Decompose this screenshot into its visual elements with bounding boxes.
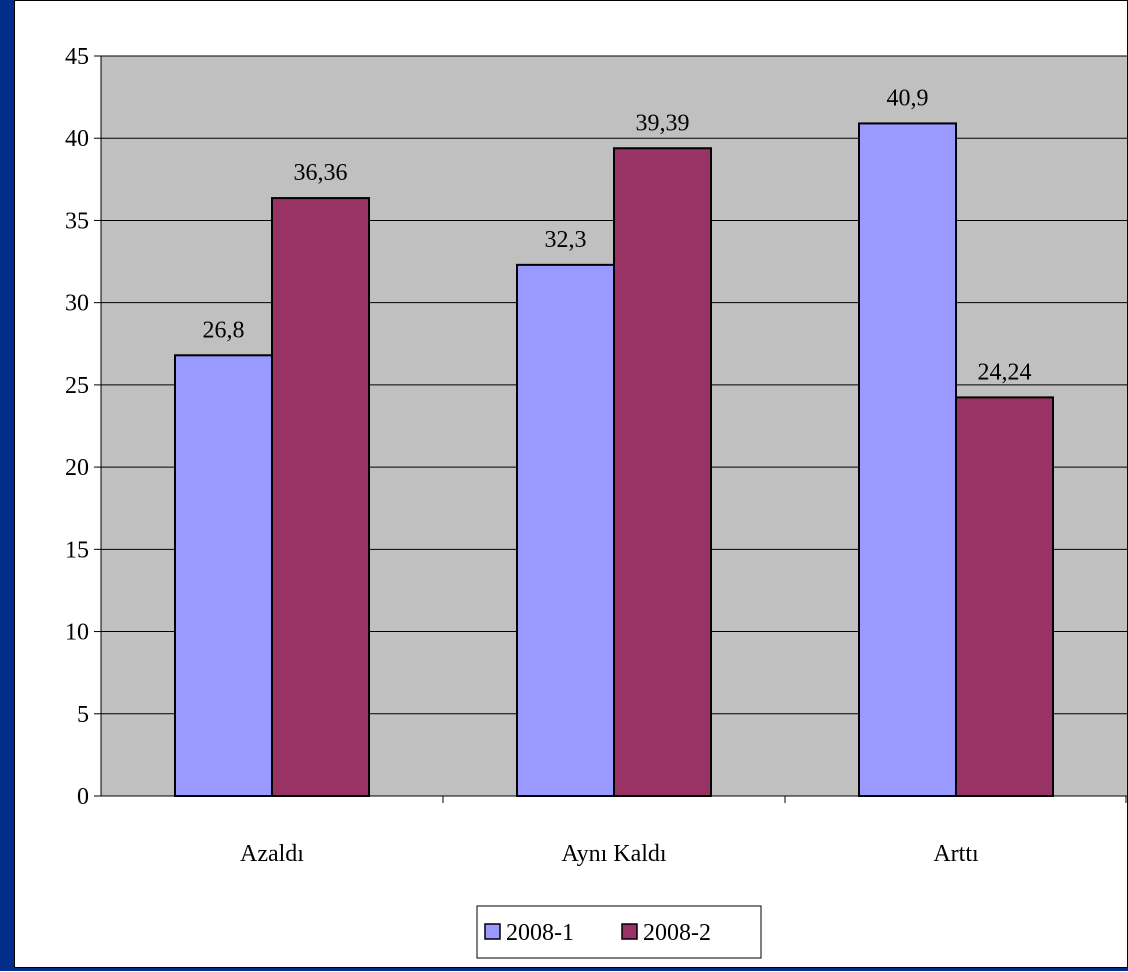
y-tick-label: 45 (65, 44, 89, 70)
data-label: 40,9 (887, 85, 929, 111)
category-label: Azaldı (240, 841, 304, 867)
data-label: 32,3 (545, 227, 587, 253)
bar-chart: 0 5 10 15 20 25 30 35 40 45 26,8 36,36 Azaldı 32,3 39… (65, 44, 1127, 959)
data-label: 24,24 (978, 359, 1032, 385)
bar-2008-2-Aynı Kaldı[interactable] (613, 147, 712, 797)
y-tick-label: 0 (77, 784, 89, 810)
bar-2008-1-Azaldı[interactable] (174, 354, 273, 797)
legend-swatch (621, 923, 638, 940)
data-label: 36,36 (294, 160, 348, 186)
y-tick-label: 35 (65, 208, 89, 234)
legend-label: 2008-1 (506, 920, 574, 946)
bar-2008-2-Arttı[interactable] (955, 396, 1054, 797)
category-label: Aynı Kaldı (561, 841, 666, 867)
y-tick-label: 40 (65, 126, 89, 152)
y-tick-label: 30 (65, 291, 89, 317)
legend-swatch (484, 923, 501, 940)
y-tick-label: 5 (77, 702, 89, 728)
y-tick-label: 25 (65, 373, 89, 399)
data-label: 39,39 (636, 110, 690, 136)
y-tick-label: 15 (65, 537, 89, 563)
chart-panel: 0 5 10 15 20 25 30 35 40 45 26,8 36,36 Azaldı 32,3 39… (14, 0, 1128, 968)
data-label: 26,8 (203, 317, 245, 343)
category-label: Arttı (933, 841, 979, 867)
bar-2008-1-Aynı Kaldı[interactable] (516, 263, 615, 798)
legend (476, 905, 762, 959)
y-tick-label: 20 (65, 455, 89, 481)
bar-2008-2-Azaldı[interactable] (271, 197, 370, 797)
bar-2008-1-Arttı[interactable] (858, 122, 957, 797)
legend-label: 2008-2 (643, 920, 711, 946)
y-tick-label: 10 (65, 620, 89, 646)
